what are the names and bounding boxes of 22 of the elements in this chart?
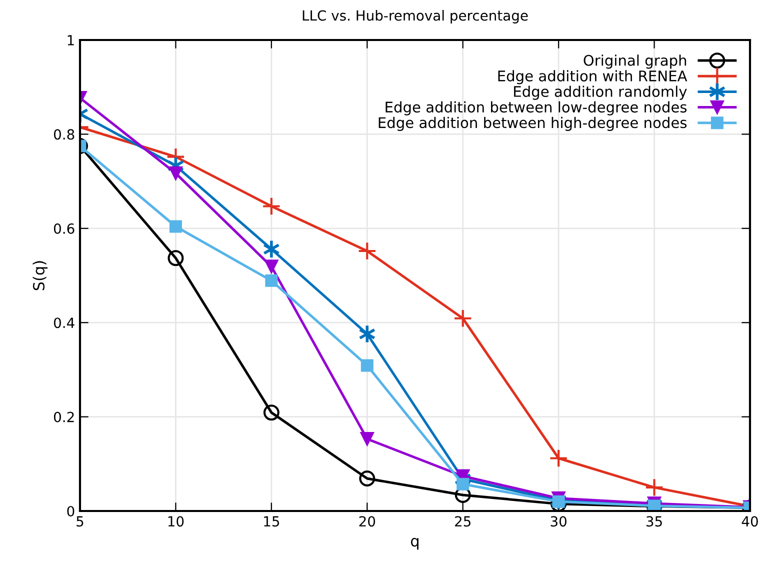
legend-label: Edge addition randomly — [514, 86, 687, 100]
legend-label: Edge addition with RENEA — [498, 70, 688, 84]
y-axis-title: S(q) — [32, 261, 48, 290]
legend-label: Edge addition between high-degree nodes — [378, 116, 687, 131]
y-tick-label: 0 — [67, 506, 74, 516]
x-tick-label: 40 — [742, 516, 758, 527]
x-tick-label: 35 — [646, 516, 662, 527]
chart-title: LLC vs. Hub-removal percentage — [302, 10, 528, 24]
y-tick-label: 1 — [68, 35, 74, 46]
legend-label: Edge addition between low-degree nodes — [386, 101, 687, 116]
legend-label: Original graph — [584, 54, 686, 69]
x-tick-label: 10 — [168, 516, 184, 527]
x-tick-label: 20 — [359, 516, 376, 527]
x-axis-title: q — [410, 538, 418, 550]
x-tick-label: 30 — [550, 516, 566, 527]
y-tick-label: 0.4 — [54, 318, 74, 328]
y-tick-label: 0.6 — [54, 223, 74, 234]
x-tick-label: 25 — [455, 516, 470, 527]
x-tick-label: 5 — [76, 516, 84, 527]
y-tick-label: 0.2 — [54, 412, 74, 422]
x-tick-label: 15 — [264, 516, 280, 527]
y-tick-label: 0.8 — [54, 129, 74, 140]
